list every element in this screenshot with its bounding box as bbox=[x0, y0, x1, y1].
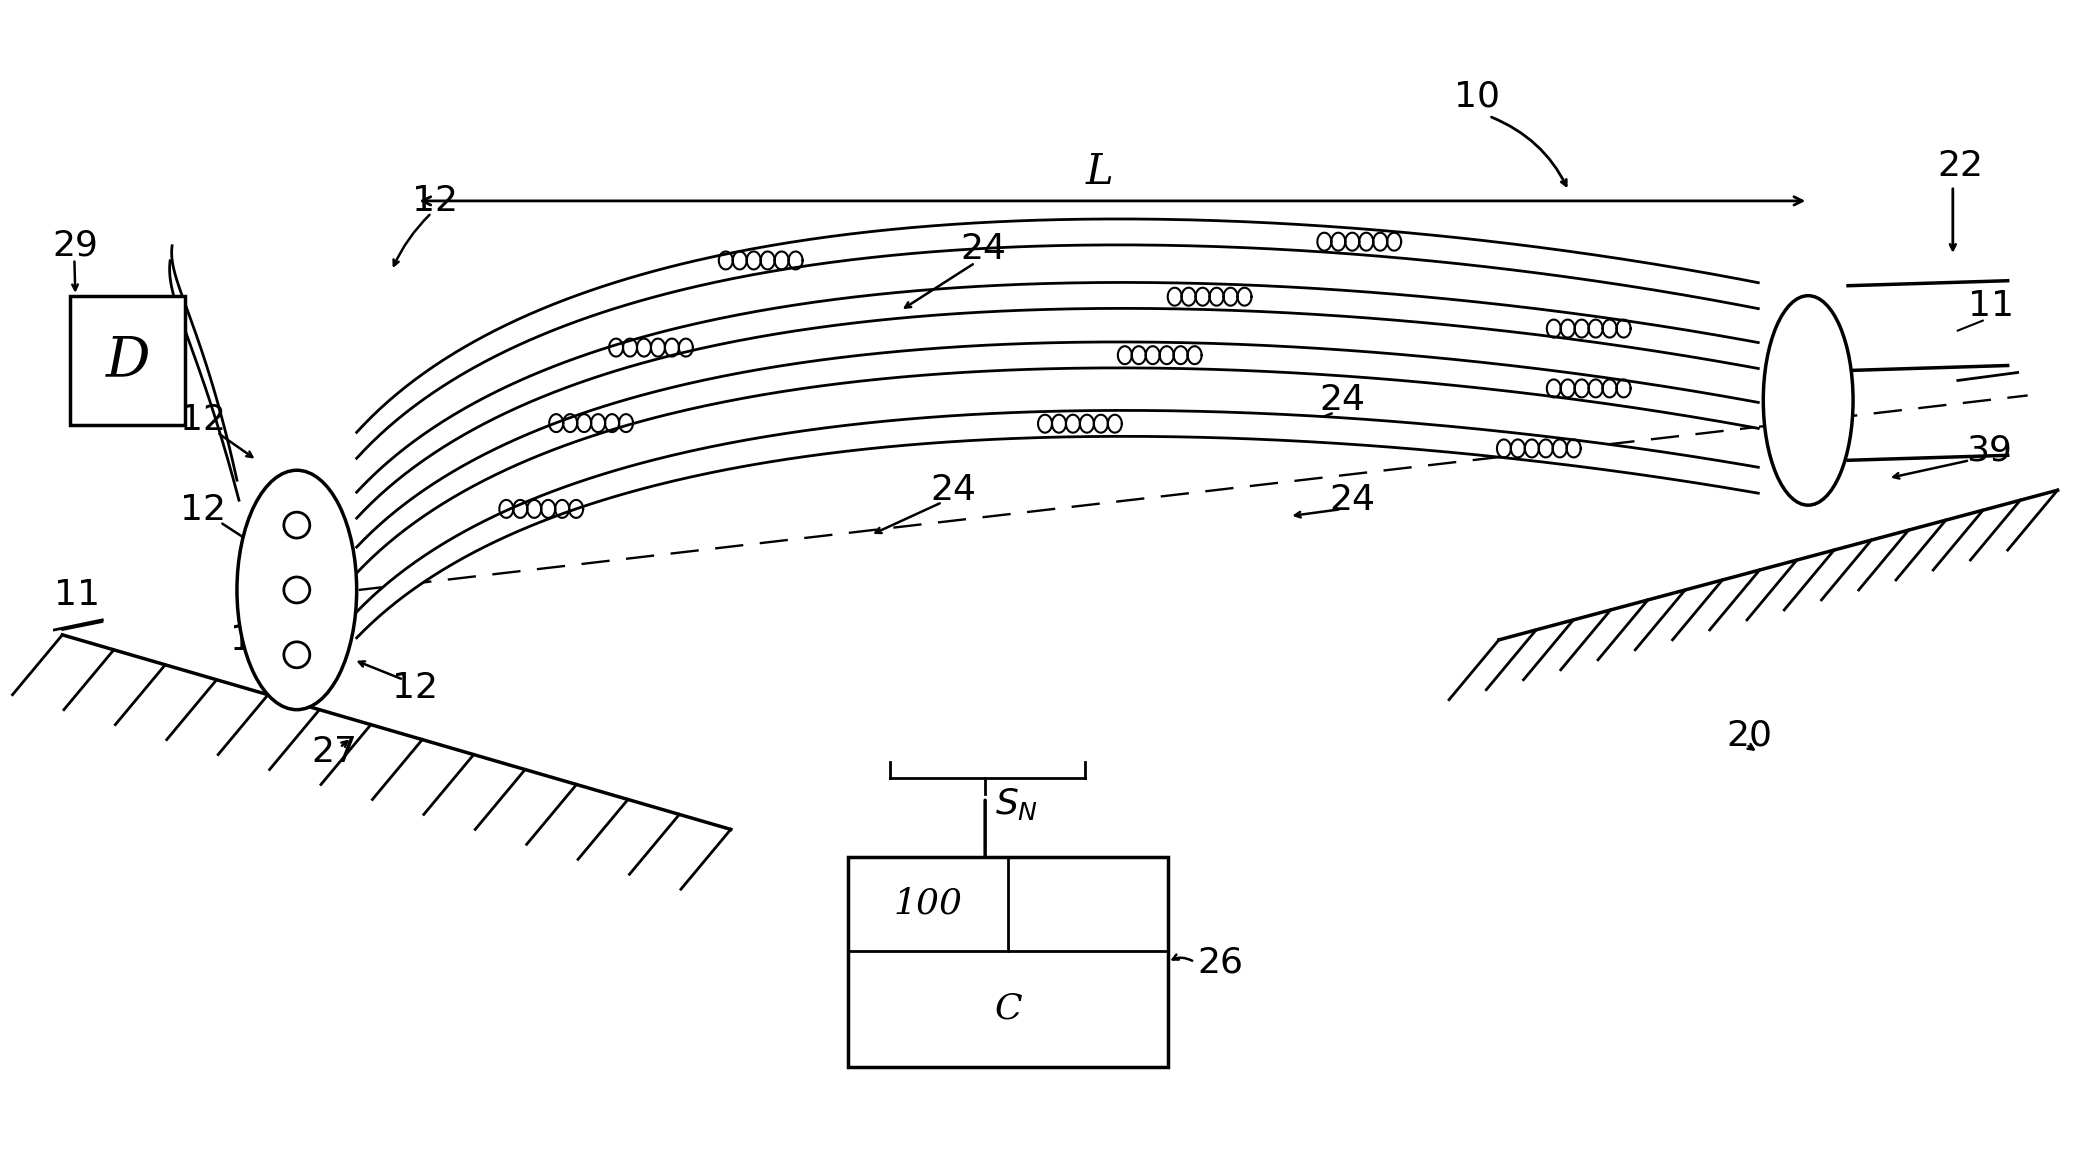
Text: 27: 27 bbox=[313, 735, 357, 769]
Text: 11: 11 bbox=[55, 578, 101, 612]
Text: 14: 14 bbox=[231, 623, 275, 657]
Text: 24: 24 bbox=[1329, 484, 1375, 517]
Ellipse shape bbox=[237, 471, 357, 710]
Text: 26: 26 bbox=[1199, 945, 1243, 979]
Polygon shape bbox=[357, 411, 1759, 638]
Text: D: D bbox=[105, 334, 149, 388]
Text: $S_N$: $S_N$ bbox=[995, 787, 1039, 823]
Text: 10: 10 bbox=[1455, 80, 1501, 113]
Text: 29: 29 bbox=[52, 228, 99, 263]
Polygon shape bbox=[357, 283, 1759, 518]
Text: 24: 24 bbox=[1320, 383, 1364, 418]
Text: C: C bbox=[995, 992, 1022, 1026]
Text: 12: 12 bbox=[393, 670, 437, 705]
Text: 22: 22 bbox=[1937, 149, 1984, 183]
Text: 11: 11 bbox=[1967, 288, 2013, 323]
Ellipse shape bbox=[1763, 295, 1853, 505]
Text: 100: 100 bbox=[894, 886, 963, 920]
Text: 12: 12 bbox=[181, 493, 227, 527]
Text: 12: 12 bbox=[181, 404, 227, 437]
Text: 24: 24 bbox=[959, 232, 1005, 265]
Text: 24: 24 bbox=[930, 473, 976, 508]
Text: 39: 39 bbox=[1967, 433, 2011, 467]
Polygon shape bbox=[357, 342, 1759, 574]
Polygon shape bbox=[357, 219, 1759, 458]
Bar bbox=[71, 295, 185, 426]
Bar bbox=[848, 857, 1167, 1066]
Text: 12: 12 bbox=[411, 183, 458, 218]
Text: L: L bbox=[1085, 151, 1115, 193]
Text: 20: 20 bbox=[1725, 719, 1772, 752]
